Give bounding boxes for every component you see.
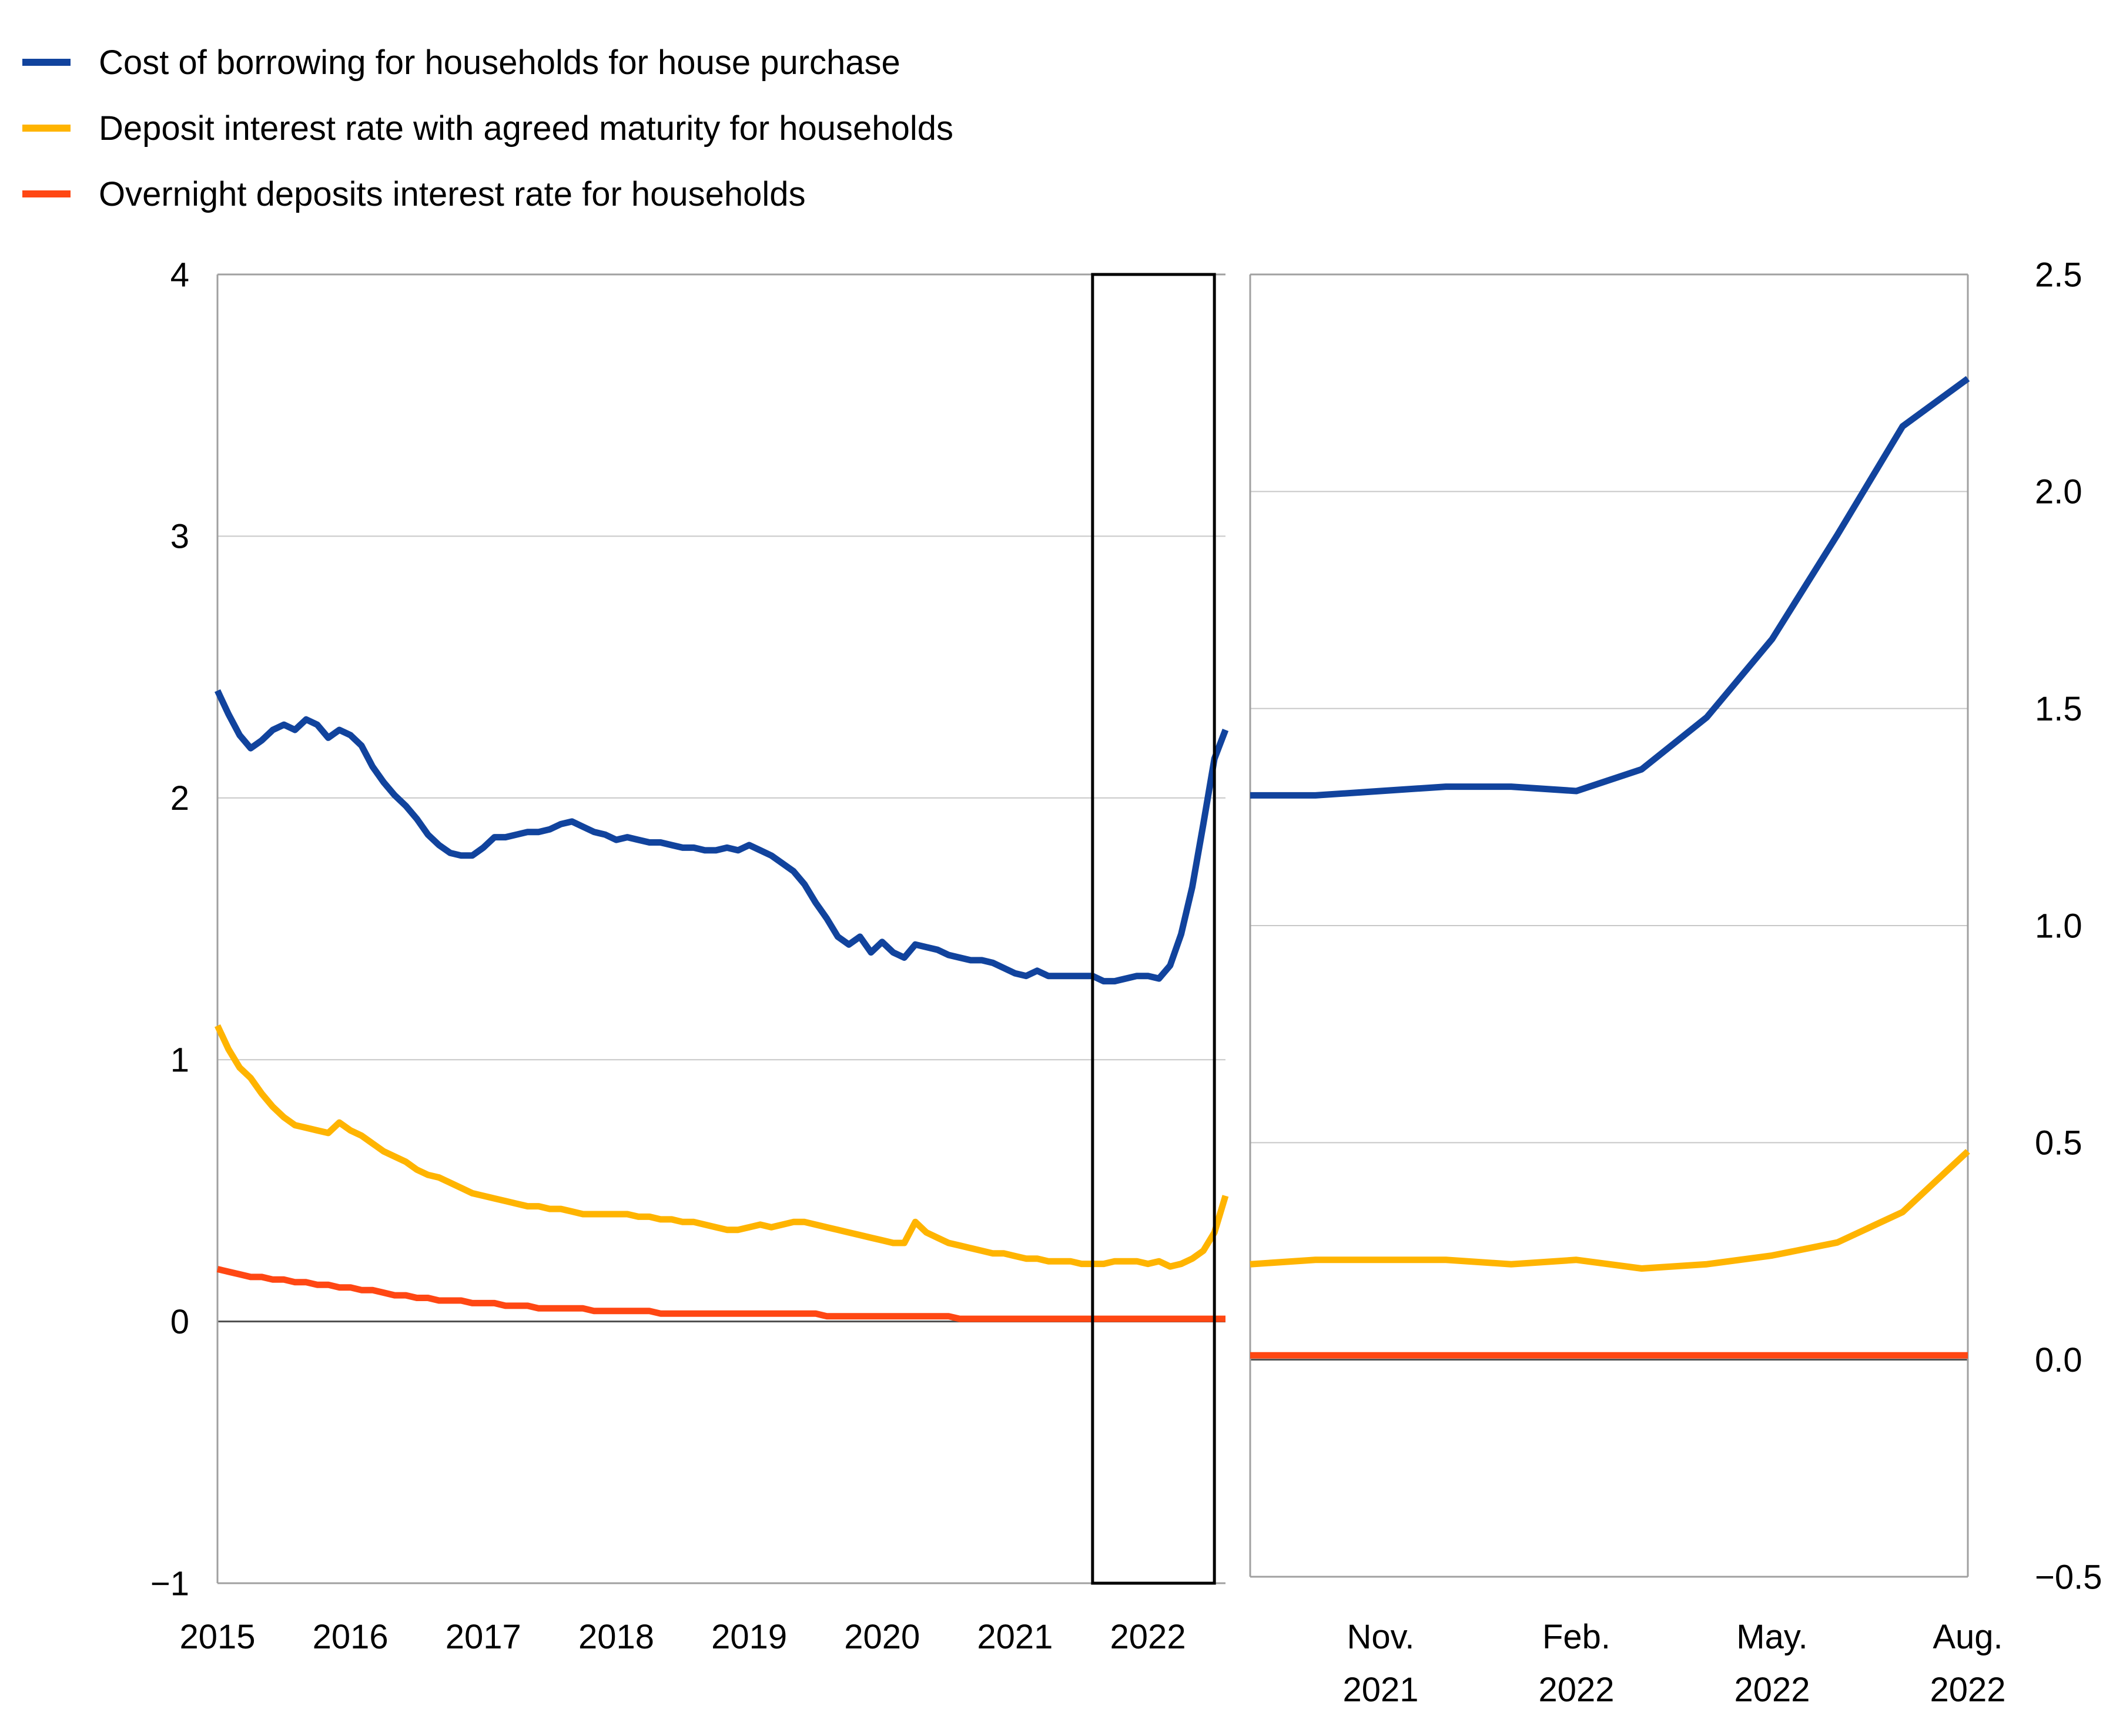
zoom-x-tick-label-year: 2022 — [1734, 1671, 1810, 1709]
legend-label-deposit-agreed-maturity: Deposit interest rate with agreed maturi… — [99, 109, 953, 148]
zoom-y-tick-label: 0.0 — [2035, 1341, 2082, 1379]
legend-swatch-deposit-agreed-maturity — [22, 125, 71, 132]
main-y-tick-label: 3 — [170, 518, 189, 556]
legend-item-overnight-deposits: Overnight deposits interest rate for hou… — [22, 161, 953, 227]
zoom-x-tick-label-month: Feb. — [1542, 1618, 1610, 1656]
zoom-x-tick-label-month: May. — [1736, 1618, 1807, 1656]
main-series-line-overnight_deposits — [216, 1266, 1225, 1322]
zoom-series-line-cost_of_borrowing — [1250, 376, 1970, 799]
main-x-tick-label: 2020 — [844, 1618, 920, 1656]
main-x-tick-label: 2019 — [711, 1618, 787, 1656]
zoom-x-tick-label-year: 2022 — [1930, 1671, 2005, 1709]
legend-item-cost-of-borrowing: Cost of borrowing for households for hou… — [22, 29, 953, 95]
main-x-tick-label: 2021 — [977, 1618, 1053, 1656]
zoom-y-tick-label: 0.5 — [2035, 1124, 2082, 1162]
zoom-y-tick-label: −0.5 — [2035, 1558, 2102, 1596]
main-x-tick-label: 2016 — [313, 1618, 389, 1656]
main-y-tick-label: 4 — [170, 256, 189, 294]
main-series-line-cost_of_borrowing — [215, 689, 1229, 985]
zoom-y-tick-label: 2.5 — [2035, 256, 2082, 294]
zoom-x-tick-label-year: 2021 — [1342, 1671, 1418, 1709]
main-series-line-deposit_agreed_maturity — [215, 1024, 1229, 1270]
legend-swatch-cost-of-borrowing — [22, 59, 71, 66]
main-y-tick-label: 1 — [170, 1041, 189, 1080]
main-y-tick-label: −1 — [150, 1564, 189, 1603]
zoom-x-tick-label-month: Aug. — [1933, 1618, 2003, 1656]
main-x-tick-label: 2022 — [1110, 1618, 1186, 1656]
legend-label-cost-of-borrowing: Cost of borrowing for households for hou… — [99, 43, 900, 82]
main-y-tick-label: 0 — [170, 1303, 189, 1341]
zoom-y-tick-label: 1.0 — [2035, 907, 2082, 945]
zoom-x-tick-label-month: Nov. — [1347, 1618, 1415, 1656]
zoom-series-line-deposit_agreed_maturity — [1250, 1149, 1970, 1272]
zoom-x-tick-label-year: 2022 — [1538, 1671, 1614, 1709]
main-x-tick-label: 2018 — [578, 1618, 654, 1656]
legend-swatch-overnight-deposits — [22, 190, 71, 197]
legend-label-overnight-deposits: Overnight deposits interest rate for hou… — [99, 175, 806, 213]
zoom-window-highlight-rect — [1091, 273, 1216, 1585]
zoom-y-tick-label: 1.5 — [2035, 690, 2082, 728]
main-y-tick-label: 2 — [170, 779, 189, 817]
main-x-tick-label: 2017 — [446, 1618, 521, 1656]
zoom-y-tick-label: 2.0 — [2035, 473, 2082, 511]
main-x-tick-label: 2015 — [179, 1618, 255, 1656]
legend: Cost of borrowing for households for hou… — [22, 29, 953, 227]
legend-item-deposit-agreed-maturity: Deposit interest rate with agreed maturi… — [22, 95, 953, 161]
